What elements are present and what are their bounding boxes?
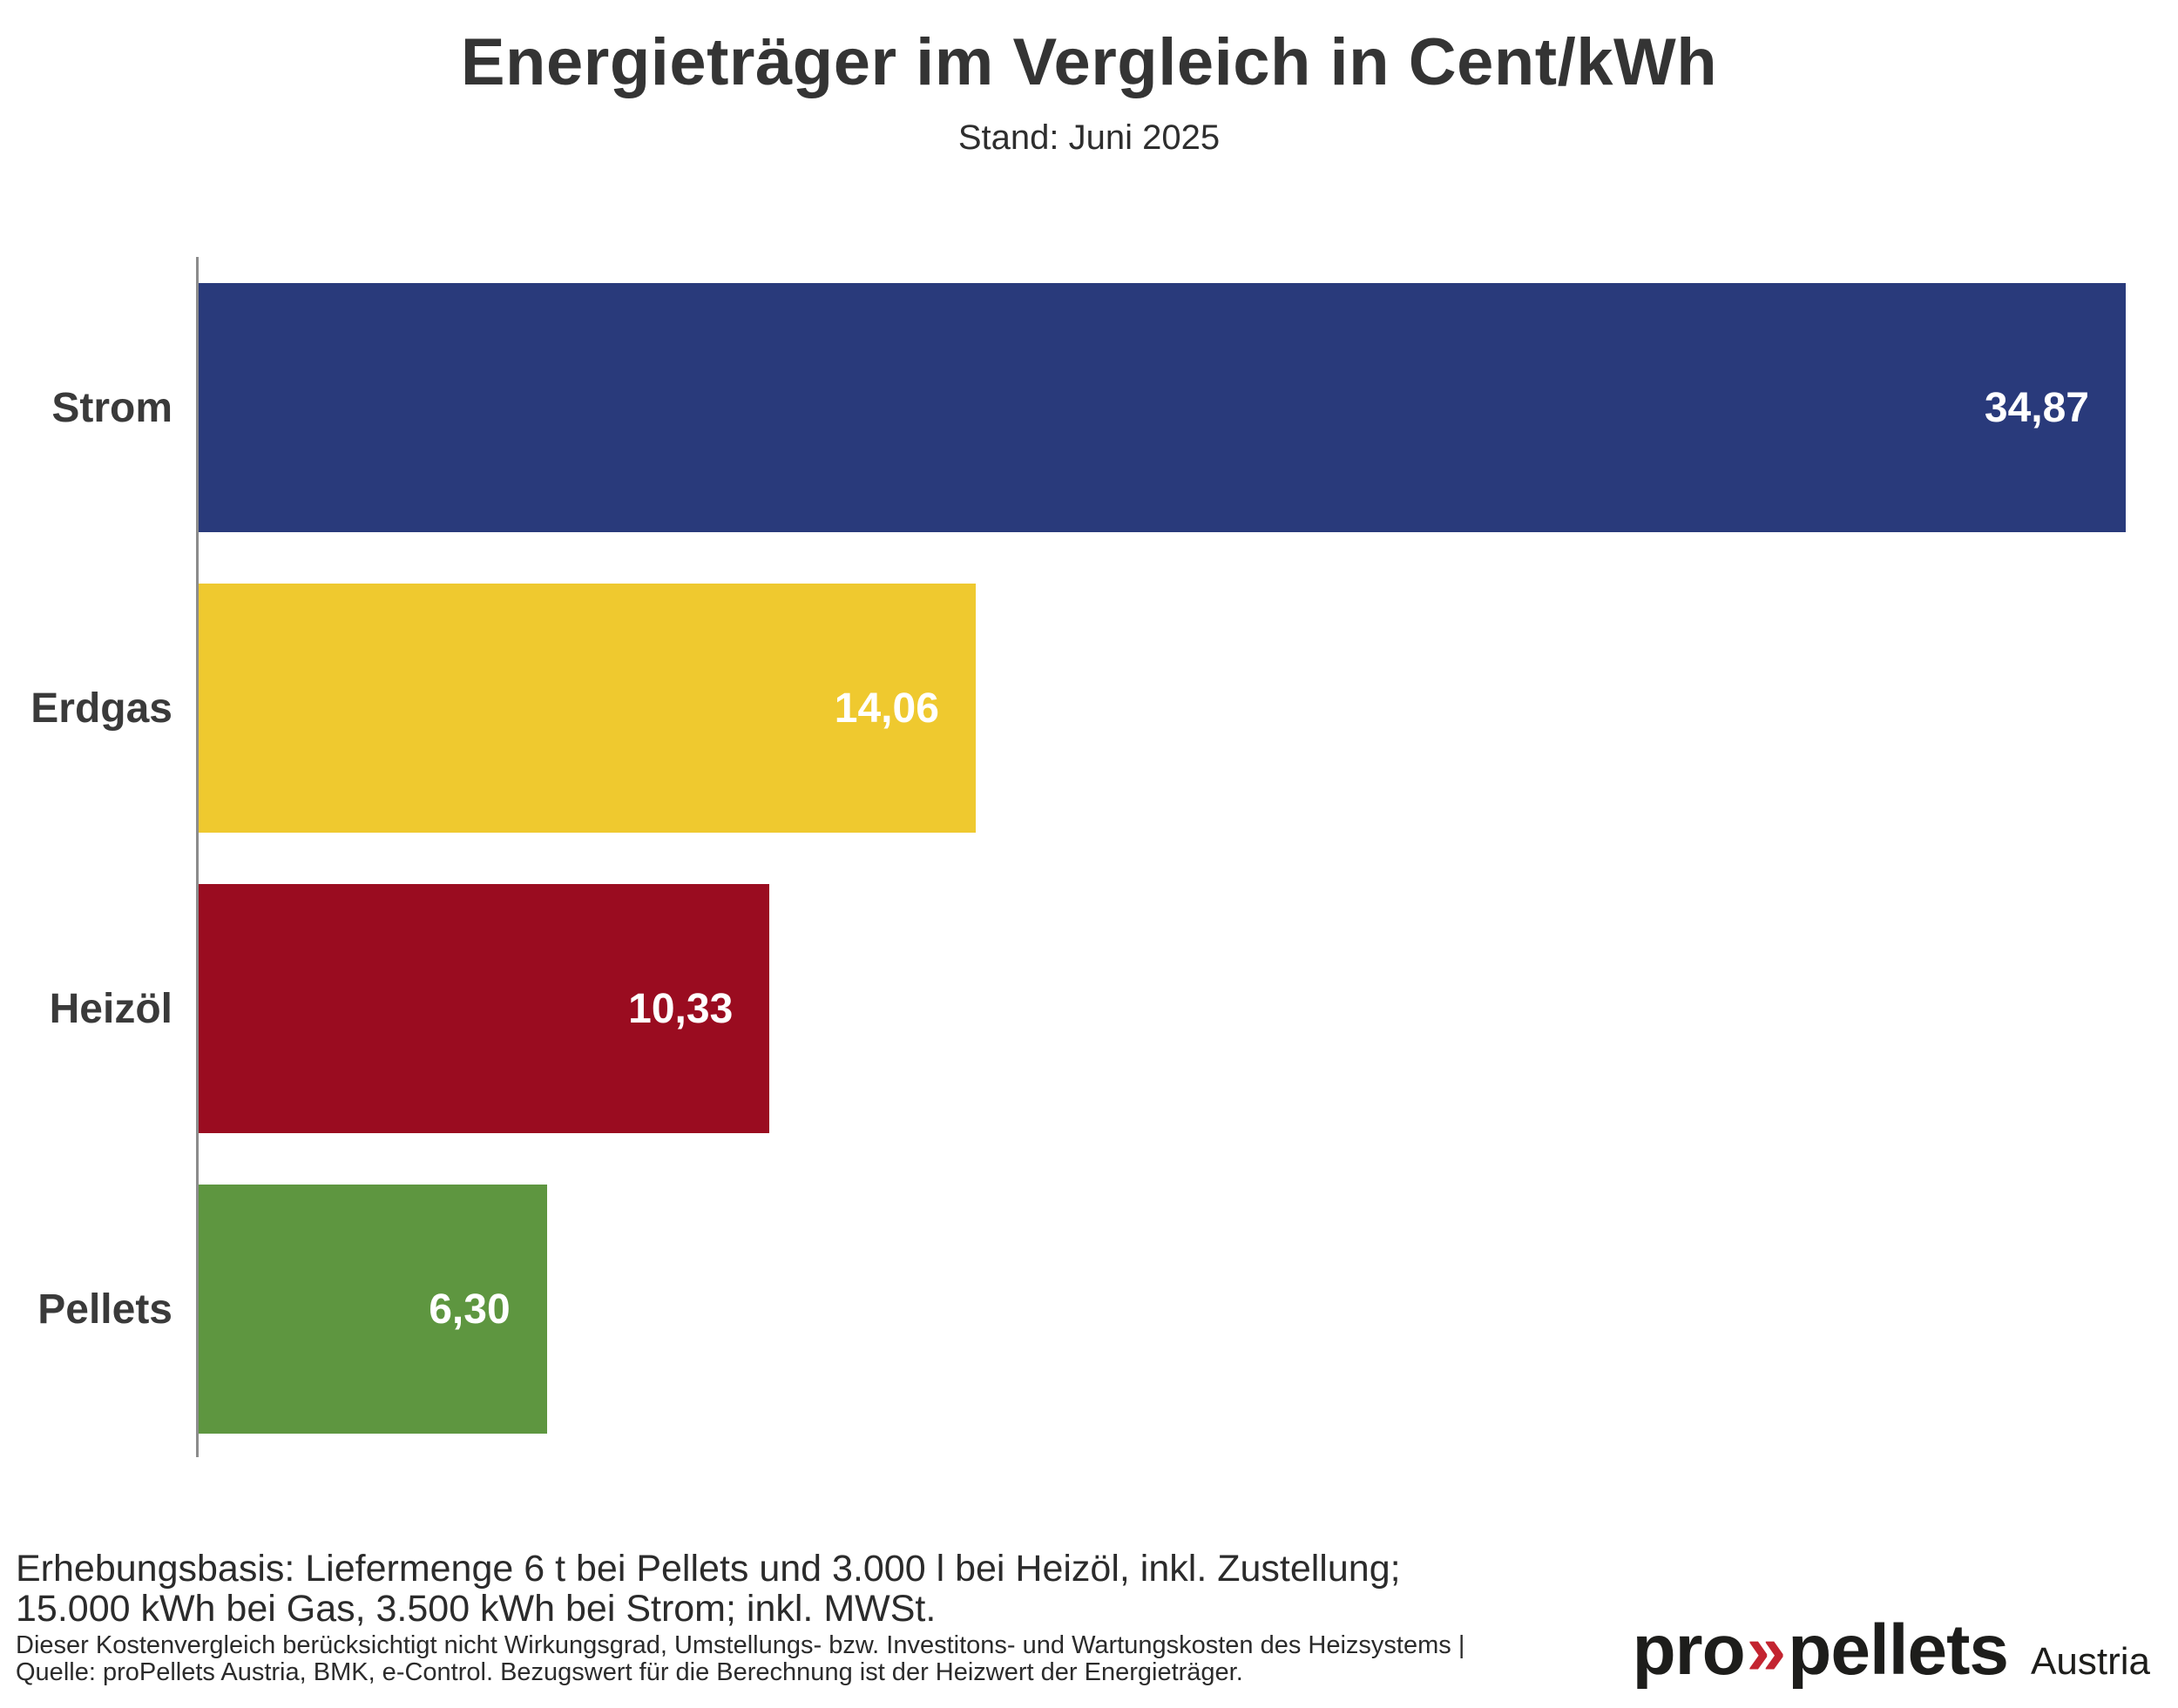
- double-chevron-icon: »: [1746, 1610, 1787, 1690]
- category-label-strom: Strom: [51, 384, 172, 431]
- footer-source-note: Dieser Kostenvergleich berücksichtigt ni…: [16, 1632, 1464, 1686]
- bar-value-heizoel: 10,33: [628, 985, 734, 1032]
- page-subtitle: Stand: Juni 2025: [957, 118, 1221, 157]
- bar-row: 10,33: [199, 884, 2126, 1133]
- logo-text-pellets: pellets: [1788, 1610, 2009, 1690]
- footer-basis-line1: Erhebungsbasis: Liefermenge 6 t bei Pell…: [16, 1548, 1401, 1590]
- bar-value-pellets: 6,30: [429, 1286, 511, 1333]
- bar-pellets: 6,30: [199, 1185, 547, 1434]
- category-label-heizoel: Heizöl: [49, 985, 172, 1032]
- logo-text-austria: Austria: [2031, 1640, 2150, 1683]
- bar-row: 14,06: [199, 584, 2126, 833]
- footer-note-line1: Dieser Kostenvergleich berücksichtigt ni…: [16, 1631, 1465, 1659]
- category-axis-labels: Strom Erdgas Heizöl Pellets: [0, 257, 172, 1457]
- bar-erdgas: 14,06: [199, 584, 976, 833]
- bar-heizoel: 10,33: [199, 884, 770, 1133]
- bar-value-strom: 34,87: [1984, 384, 2089, 431]
- bar-value-erdgas: 14,06: [834, 685, 939, 732]
- bar-row: 34,87: [199, 283, 2126, 532]
- logo-text-pro: pro: [1632, 1610, 1746, 1690]
- bar-strom: 34,87: [199, 283, 2126, 532]
- chart-plot-area: 34,87 14,06 10,33 6,30: [196, 257, 2126, 1457]
- footer-note-line2: Quelle: proPellets Austria, BMK, e-Contr…: [16, 1658, 1243, 1686]
- propellets-austria-logo: pro » pellets Austria: [1633, 1610, 2150, 1691]
- footer-basis-line2: 15.000 kWh bei Gas, 3.500 kWh bei Strom;…: [16, 1588, 937, 1630]
- footer-survey-basis: Erhebungsbasis: Liefermenge 6 t bei Pell…: [16, 1549, 1401, 1629]
- bar-row: 6,30: [199, 1185, 2126, 1434]
- page-title: Energieträger im Vergleich in Cent/kWh: [460, 25, 1718, 99]
- category-label-erdgas: Erdgas: [30, 685, 172, 732]
- category-label-pellets: Pellets: [37, 1286, 172, 1333]
